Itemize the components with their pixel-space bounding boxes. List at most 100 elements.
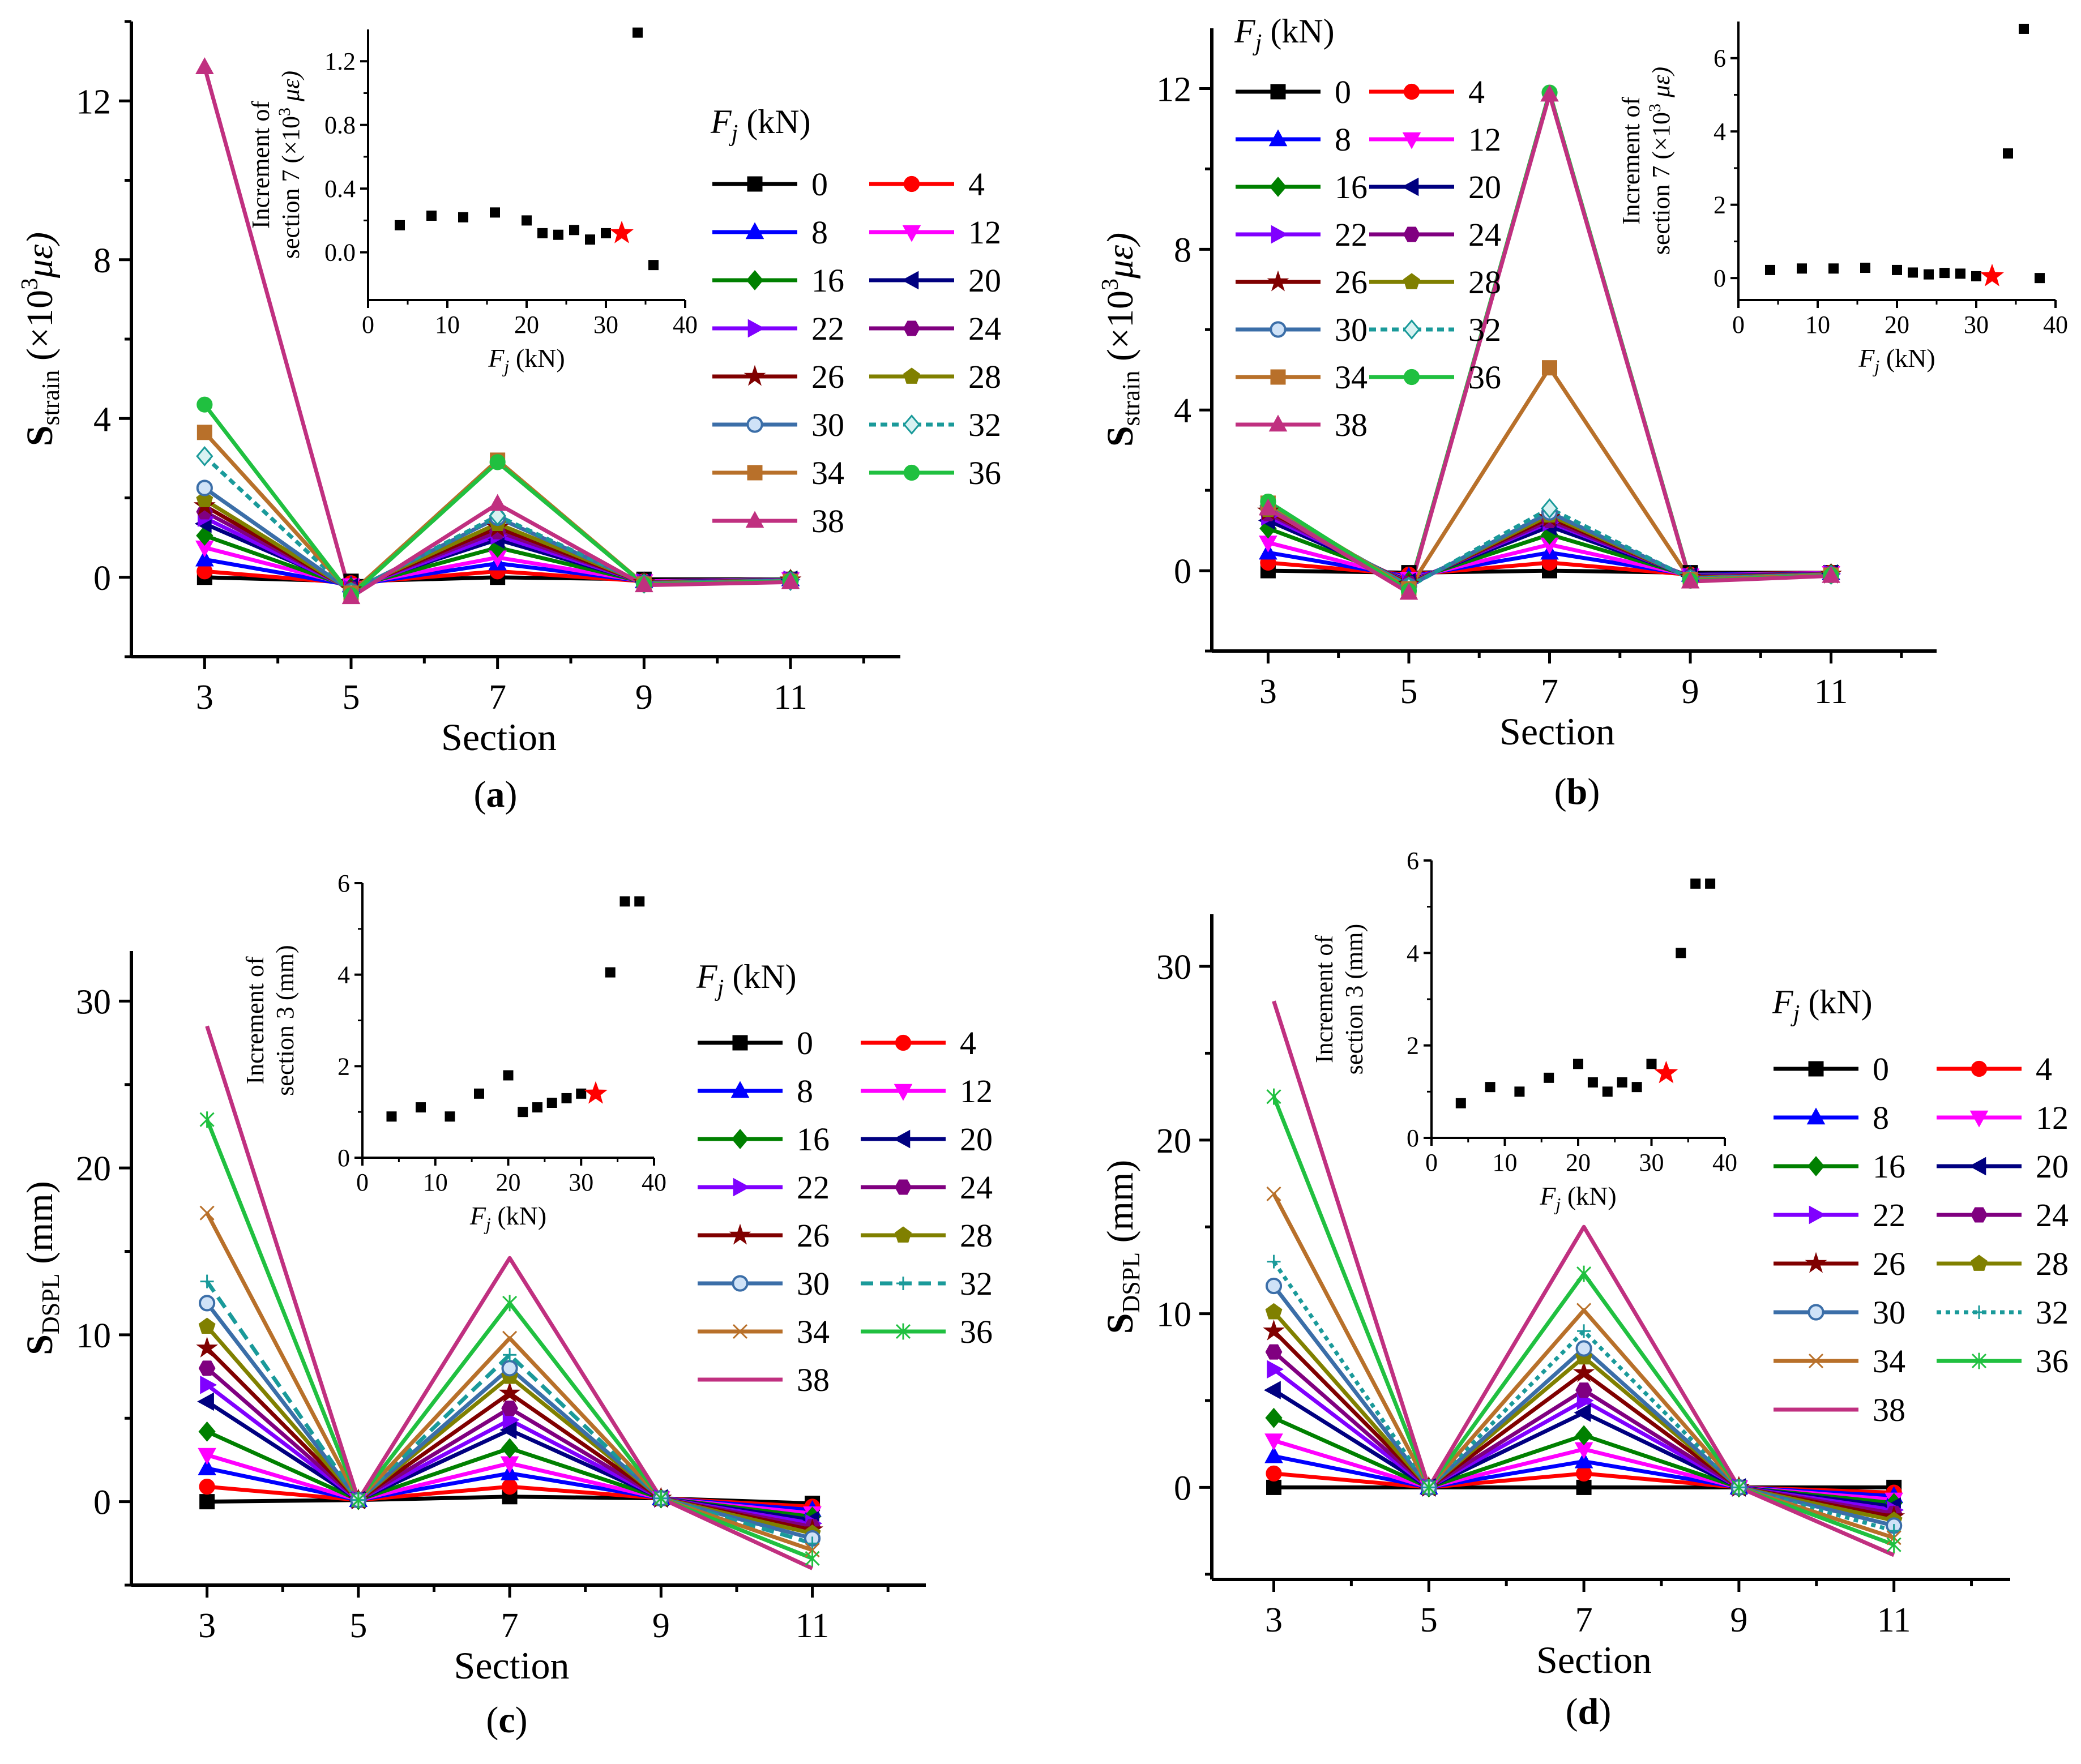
panel-d-legend-marker-shape	[1807, 1304, 1824, 1321]
panel-a-legend-label: 16	[811, 262, 844, 299]
panel-b-legend-item-4: 4	[1369, 74, 1485, 110]
panel-b-legend-item-32: 32	[1369, 311, 1501, 348]
panel-d-legend-label: 0	[1873, 1051, 1889, 1087]
panel-c-y-title-part: S	[19, 1334, 61, 1355]
panel-a-series-28-point	[196, 491, 213, 507]
panel-d-series-36-point	[1886, 1536, 1901, 1553]
panel-c-series-4-point	[199, 1479, 215, 1495]
panel-d-caption-part: )	[1599, 1691, 1611, 1732]
panel-c-inset-ytick-label-part: 0	[337, 1144, 350, 1172]
panel-c-inset-ytick-label: 0	[337, 1144, 350, 1172]
panel-d-series-34-point-shape	[1266, 1186, 1281, 1201]
panel-d-legend-label-part: 12	[2036, 1099, 2069, 1136]
panel-c-ytick-label: 20	[76, 1150, 111, 1188]
panel-a-ytick-label: 8	[93, 242, 111, 280]
panel-d-legend-label: 28	[2036, 1245, 2069, 1282]
panel-a-legend-label-part: 0	[811, 166, 828, 203]
panel-d-inset-x-title-part: j	[1553, 1194, 1561, 1214]
panel-b-legend-label-part: 8	[1335, 121, 1351, 158]
panel-b-legend-marker	[1270, 369, 1286, 385]
panel-a-ytick-label: 0	[93, 559, 111, 598]
panel-a-legend-marker-shape	[746, 270, 764, 290]
panel-a-series-16-point	[196, 525, 213, 546]
panel-a-inset-point	[569, 225, 579, 236]
panel-b-legend-label-part: 0	[1335, 74, 1351, 110]
panel-c-series-16-point-shape	[501, 1438, 519, 1459]
panel-b-inset-point	[2003, 148, 2013, 159]
panel-c-legend-label: 28	[960, 1217, 993, 1254]
panel-c-inset-ytick-label: 4	[337, 961, 350, 989]
panel-c-series-28-point-shape	[198, 1317, 216, 1334]
panel-b-legend-item-26: 26	[1236, 264, 1368, 301]
panel-a-legend-marker	[903, 367, 920, 384]
panel-b-inset-ytick-label-part: 0	[1713, 264, 1726, 292]
panel-d-series-36-point	[1421, 1479, 1437, 1496]
panel-c-legend-marker	[893, 1129, 911, 1149]
panel-d-series-22-point	[1267, 1360, 1284, 1379]
panel-b-inset-xtick-label-part: 0	[1732, 311, 1745, 339]
panel-c-inset-point	[532, 1102, 542, 1113]
panel-c-legend-marker	[732, 1275, 749, 1292]
panel-c-inset-point	[576, 1088, 587, 1099]
panel-a-xtick-label-part: 3	[196, 678, 213, 717]
panel-d-legend-label: 20	[2036, 1148, 2069, 1185]
panel-c-xtick-label-part: 3	[198, 1607, 216, 1645]
panel-a-inset-y-title-2-part: section 7 (×10	[277, 116, 305, 259]
panel-c-series-34-point-shape	[199, 1205, 215, 1221]
panel-d-inset-xtick-label: 40	[1712, 1149, 1737, 1176]
panel-c-legend-label: 36	[960, 1313, 993, 1350]
panel-d-y-title-part: (mm)	[1100, 1160, 1141, 1252]
panel-a-inset-x-title: Fj (kN)	[488, 344, 565, 376]
panel-a-legend-item-20: 20	[869, 262, 1001, 299]
panel-a-series-36-point	[196, 396, 213, 413]
panel-d-xtick-label-part: 11	[1877, 1601, 1911, 1639]
panel-c-series-36-point	[502, 1295, 518, 1312]
panel-b-ytick-label: 12	[1156, 70, 1191, 109]
panel-d-legend-label: 24	[2036, 1197, 2069, 1234]
panel-d-series-20-point	[1263, 1381, 1281, 1399]
panel-c-series-4-point-shape	[501, 1479, 518, 1495]
panel-a-legend-marker-shape	[901, 271, 919, 290]
panel-d-inset-point	[1544, 1072, 1554, 1083]
panel-b-ytick-label: 4	[1174, 392, 1191, 430]
panel-d-legend-marker-shape	[1808, 1353, 1824, 1369]
panel-c-legend-label-part: 28	[960, 1217, 993, 1254]
panel-d-y-title-part: S	[1100, 1313, 1141, 1334]
panel-d-xtick-label: 11	[1877, 1601, 1911, 1639]
panel-b-legend-marker-shape	[1271, 225, 1288, 244]
panel-b-legend: Fj (kN)0 4 8 12 16 20 22 24 26 28 30 32 34 36 38	[1234, 12, 1501, 443]
panel-c-legend-title: Fj (kN)	[696, 958, 797, 1001]
panel-d-series-16-point	[1265, 1407, 1283, 1428]
panel-b-xtick-label: 7	[1541, 673, 1558, 711]
panel-c-inset-y-title-1: Increment of	[241, 956, 269, 1084]
panel-c-legend-label: 20	[960, 1121, 993, 1158]
panel-a-inset-xtick-label: 20	[514, 311, 539, 339]
panel-a-inset-xtick-label: 40	[673, 311, 698, 339]
panel-b-series-38-point-shape	[1822, 566, 1840, 583]
panel-d-series-32-point	[1577, 1324, 1591, 1338]
panel-c-inset-x-title-part: j	[484, 1214, 491, 1234]
panel-b-legend-label-part: 36	[1468, 359, 1501, 396]
panel-b-legend-title-part: F	[1234, 12, 1256, 50]
panel-b-inset-y-title-2-part: με)	[1647, 67, 1675, 104]
panel-b-legend-label: 32	[1468, 311, 1501, 348]
panel-d-legend-label: 32	[2036, 1294, 2069, 1331]
panel-b-inset-ytick-label-part: 2	[1713, 191, 1726, 219]
panel-a-y-title-part: strain	[37, 370, 65, 426]
panel-d-caption-part: (	[1566, 1691, 1578, 1732]
panel-d-legend-label-part: 32	[2036, 1294, 2069, 1331]
panel-c-legend-label-part: 4	[960, 1025, 976, 1061]
panel-c-legend-label: 12	[960, 1073, 993, 1110]
panel-c-series-36-point	[653, 1490, 669, 1507]
panel-a-inset-xtick-label-part: 20	[514, 311, 539, 339]
panel-b-inset-x-title: Fj (kN)	[1858, 344, 1935, 376]
panel-b-legend-marker-shape	[1268, 129, 1288, 147]
panel-c-inset-ytick-label-part: 4	[337, 961, 350, 989]
panel-c-legend-marker	[896, 1277, 910, 1290]
panel-c-legend-marker	[732, 1035, 748, 1051]
panel-a-series-8-point	[195, 549, 214, 567]
panel-a-caption-part: )	[505, 774, 518, 815]
panel-d-inset-ytick-label: 2	[1407, 1032, 1419, 1060]
panel-b-legend-marker-shape	[1403, 226, 1420, 242]
